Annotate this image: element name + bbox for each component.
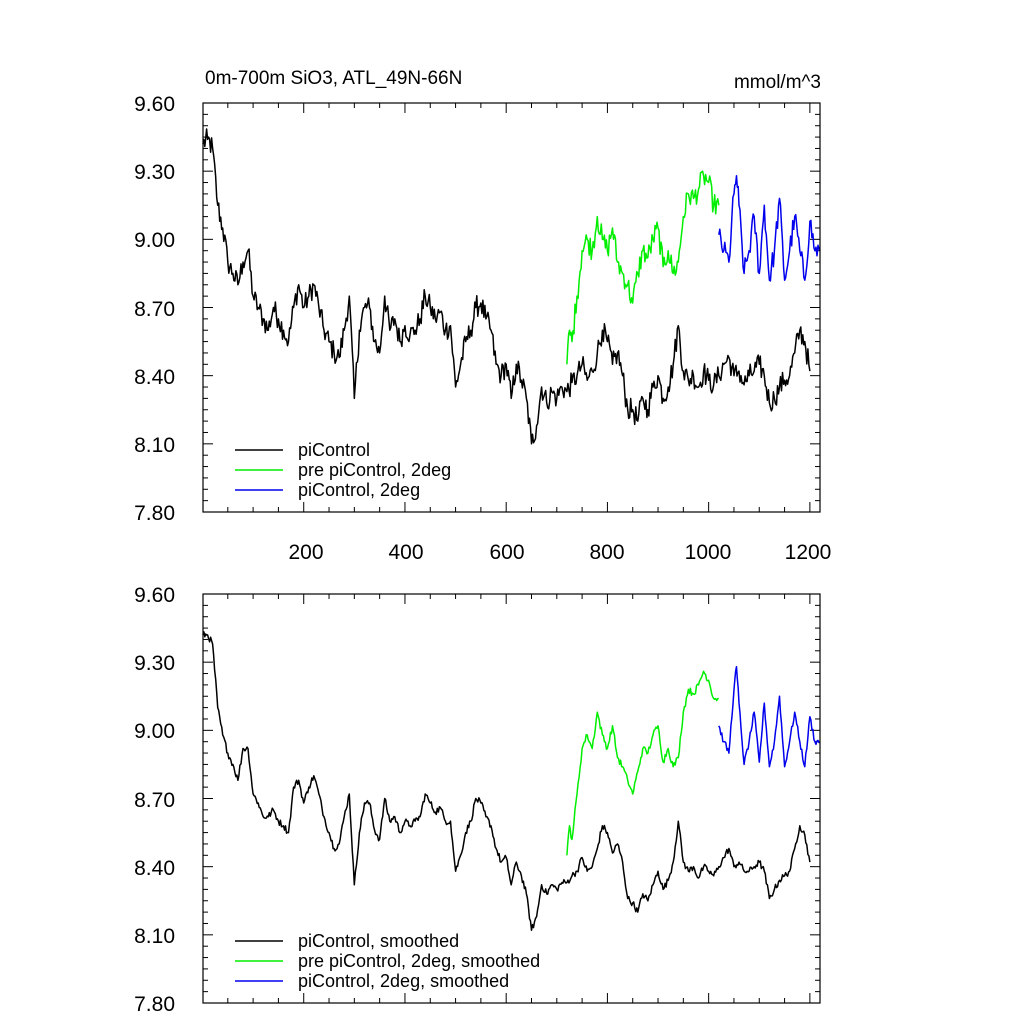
legend-label: piControl, 2deg	[298, 480, 420, 500]
xtick-label: 1000	[685, 541, 732, 564]
legend-label: pre piControl, 2deg, smoothed	[298, 951, 540, 971]
ytick-label: 9.60	[134, 93, 175, 116]
series-line-picontrol-2deg	[718, 174, 821, 282]
legend-label: piControl	[298, 440, 370, 460]
series-line-picontrol-2deg-smoothed	[718, 665, 821, 768]
top-panel-xtick-labels: 200 400 600 800 1000 1200	[288, 541, 831, 564]
bottom-legend: piControl, smoothed pre piControl, 2deg,…	[235, 931, 540, 991]
xtick-label: 200	[288, 541, 323, 564]
ytick-label: 9.00	[134, 229, 175, 252]
bottom-panel-lines	[202, 631, 821, 932]
bottom-panel-ticks	[203, 593, 820, 1004]
ytick-label: 8.70	[134, 789, 175, 812]
legend-label: piControl, smoothed	[298, 931, 459, 951]
ytick-label: 9.30	[134, 652, 175, 675]
chart-title: 0m-700m SiO3, ATL_49N-66N	[205, 68, 462, 89]
units-label: mmol/m^3	[734, 72, 821, 93]
ytick-label: 9.30	[134, 161, 175, 184]
top-panel-ytick-labels: 7.80 8.10 8.40 8.70 9.00 9.30 9.60	[134, 93, 175, 525]
xtick-label: 400	[388, 541, 423, 564]
ytick-label: 7.80	[134, 502, 175, 525]
series-line-pre-picontrol-2deg	[566, 170, 720, 365]
ytick-label: 8.40	[134, 366, 175, 389]
ytick-label: 9.00	[134, 720, 175, 743]
legend-label: pre piControl, 2deg	[298, 460, 451, 480]
top-panel-lines	[202, 128, 821, 445]
ytick-label: 9.60	[134, 584, 175, 607]
bottom-panel-ytick-labels: 7.80 8.10 8.40 8.70 9.00 9.30 9.60	[134, 584, 175, 1016]
top-panel-ticks	[203, 102, 820, 513]
series-line-pre-picontrol-2deg-smoothed	[566, 670, 719, 856]
top-legend: piControl pre piControl, 2deg piControl,…	[235, 440, 451, 500]
series-line-picontrol-smoothed	[202, 631, 811, 932]
xtick-label: 600	[489, 541, 524, 564]
xtick-label: 1200	[785, 541, 832, 564]
ytick-label: 8.40	[134, 857, 175, 880]
top-plot-frame	[202, 102, 821, 513]
ytick-label: 8.10	[134, 925, 175, 948]
ytick-label: 7.80	[134, 993, 175, 1016]
legend-label: piControl, 2deg, smoothed	[298, 971, 509, 991]
ytick-label: 8.70	[134, 298, 175, 321]
series-line-picontrol	[202, 128, 811, 445]
xtick-label: 800	[589, 541, 624, 564]
bottom-plot-frame	[202, 593, 821, 1004]
top-panel: 0m-700m SiO3, ATL_49N-66N mmol/m^3 7.80 …	[134, 68, 831, 564]
ytick-label: 8.10	[134, 434, 175, 457]
bottom-panel: 7.80 8.10 8.40 8.70 9.00 9.30 9.60 piCon…	[134, 584, 821, 1016]
